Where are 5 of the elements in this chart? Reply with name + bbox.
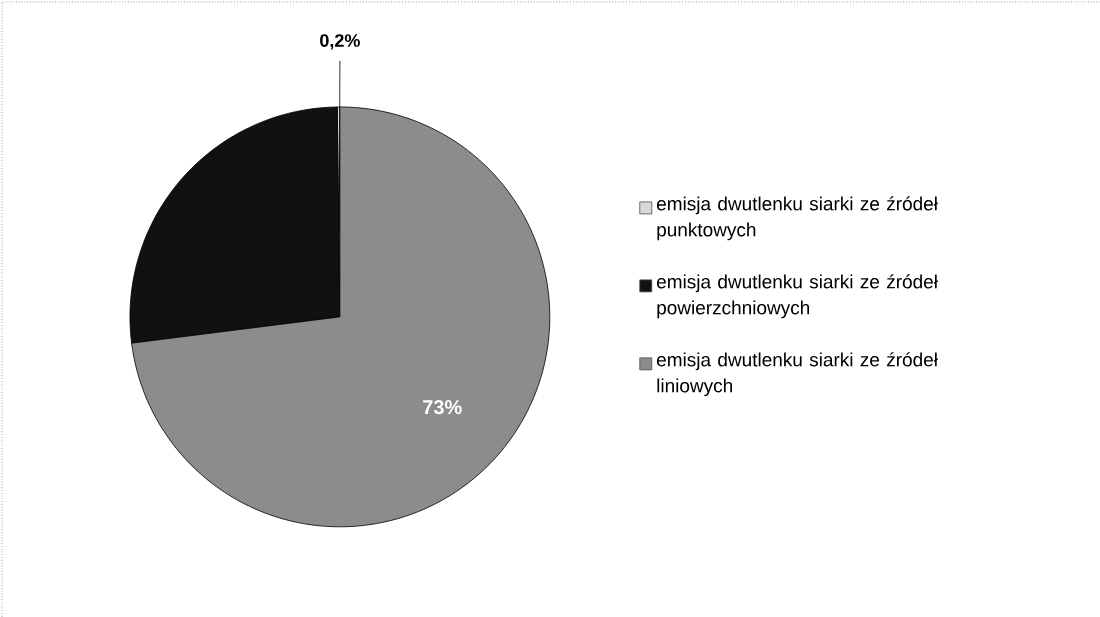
- data-label: 73%: [423, 399, 462, 415]
- legend-label: emisja dwutlenku siarki ze źródeł liniowych: [656, 352, 938, 397]
- data-label: 0,2%: [320, 34, 360, 50]
- legend-label: emisja dwutlenku siarki ze źródeł powierzchniowych: [656, 274, 938, 319]
- legend-label: emisja dwutlenku siarki ze źródeł punktowych: [656, 196, 938, 241]
